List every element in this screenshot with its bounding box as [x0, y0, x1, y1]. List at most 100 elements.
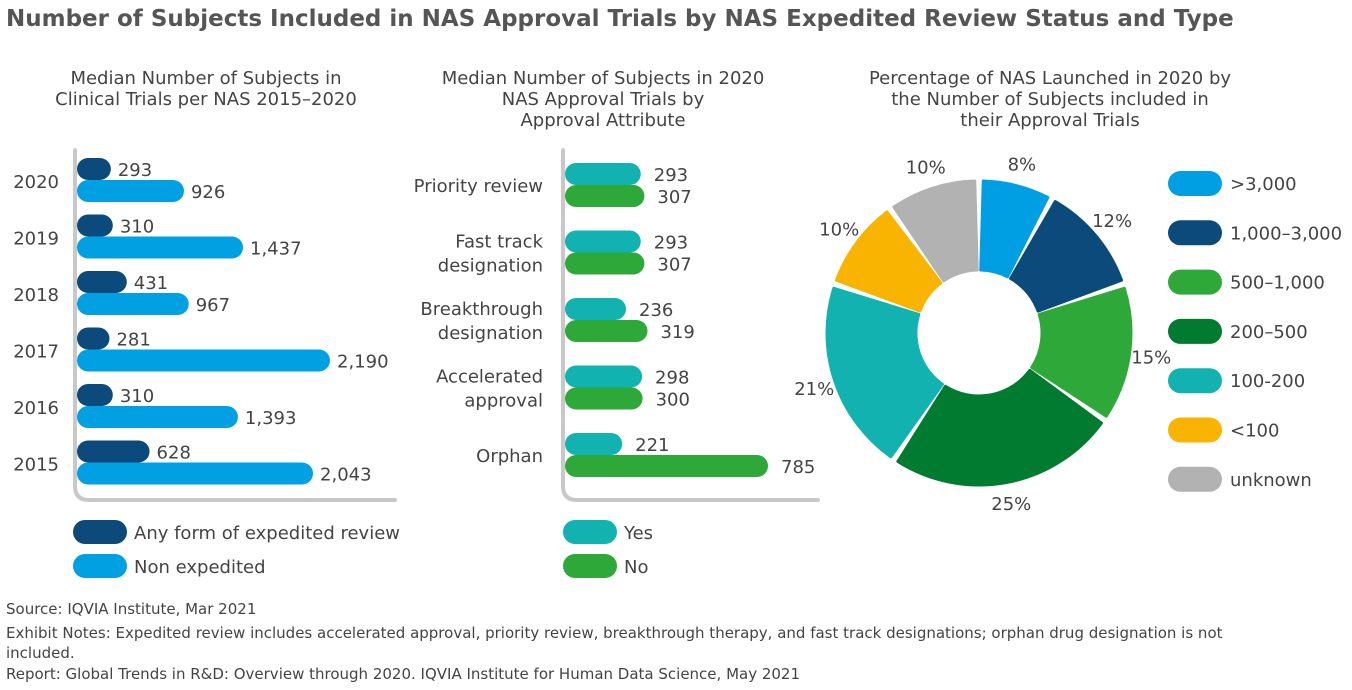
chart2-data-label: 319 [660, 322, 694, 343]
chart3-legend-swatch [1168, 318, 1222, 344]
chart1-bar [77, 349, 330, 372]
footer-source: Source: IQVIA Institute, Mar 2021 [6, 600, 257, 618]
chart2-category-label: Breakthrough [420, 299, 543, 320]
chart3-legend-label: unknown [1230, 470, 1312, 491]
chart2-category-label: Fast track [455, 232, 543, 253]
chart1-bar [77, 293, 189, 315]
chart1-category-label: 2015 [13, 455, 59, 476]
chart2-bar [565, 252, 645, 275]
chart3-legend-swatch [1168, 368, 1222, 394]
chart3-title-line-2: the Number of Subjects included in [891, 89, 1209, 110]
chart1-data-label: 281 [116, 330, 150, 351]
chart3-legend-label: 100-200 [1230, 371, 1305, 392]
charts-canvas: 2020 293 926 2019 310 1,437 2018 431 967 2017 281 2… [13, 148, 1342, 578]
chart2-legend-label: No [624, 557, 648, 578]
chart2-legend-swatch [563, 520, 617, 544]
chart1-category-label: 2020 [13, 172, 59, 193]
chart2-category-label: Accelerated [436, 367, 543, 388]
chart1-data-label: 310 [120, 386, 154, 407]
chart2-category-label: designation [438, 256, 543, 277]
chart1-data-label: 293 [118, 160, 152, 181]
chart2-data-label: 236 [639, 300, 673, 321]
chart1-data-label: 310 [120, 217, 154, 238]
chart2-title-line-2: NAS Approval Trials by [501, 89, 705, 110]
donut-slice-label: 12% [1092, 211, 1132, 232]
chart2-data-label: 221 [635, 435, 669, 456]
chart2-data-label: 293 [654, 165, 688, 186]
chart2-bar [565, 320, 648, 342]
chart1-bar [77, 180, 184, 202]
chart2-bar [565, 433, 623, 455]
chart2-category-label: designation [438, 323, 543, 344]
chart2-legend-label: Yes [623, 523, 653, 544]
donut-slice [979, 179, 1050, 279]
donut-slice [834, 210, 943, 313]
chart3-legend-label: 500–1,000 [1230, 273, 1325, 294]
footer-notes: Exhibit Notes: Expedited review includes… [6, 624, 1223, 642]
chart2-bar [565, 230, 641, 253]
chart3-title: Percentage of NAS Launched in 2020 by th… [825, 68, 1275, 131]
chart2-category-label: Priority review [414, 176, 543, 197]
chart1-legend-swatch [73, 554, 127, 578]
chart3-legend-swatch [1168, 417, 1222, 443]
donut-slice [825, 286, 944, 459]
chart1-bar [77, 327, 110, 350]
chart1-bar [77, 236, 244, 259]
donut-slice [892, 179, 979, 283]
chart1-category-label: 2016 [13, 398, 59, 419]
chart1-category-label: 2018 [13, 285, 59, 306]
chart1-title-line-2: Clinical Trials per NAS 2015–2020 [55, 89, 357, 110]
chart2-data-label: 307 [657, 255, 691, 276]
chart3-legend-label: <100 [1230, 421, 1279, 442]
footer-notes-continued: included. [6, 644, 75, 662]
chart1-bar [77, 384, 113, 406]
chart3-legend-swatch [1168, 220, 1222, 246]
donut-slice-label: 10% [906, 157, 946, 178]
chart2-data-label: 298 [655, 368, 689, 389]
chart1-bar [77, 440, 150, 463]
chart2-title-line-3: Approval Attribute [520, 110, 686, 131]
donut-slice [1030, 286, 1133, 418]
donut-slice [896, 368, 1103, 487]
chart1-data-label: 2,043 [320, 465, 372, 486]
donut-slice-label: 10% [819, 219, 859, 240]
chart2-bar [565, 185, 645, 207]
chart3-title-line-3: their Approval Trials [960, 110, 1140, 131]
chart3-title-line-1: Percentage of NAS Launched in 2020 by [868, 68, 1232, 89]
chart2-data-label: 293 [654, 233, 688, 254]
chart1-bar [77, 406, 238, 428]
chart3-legend-swatch [1168, 269, 1222, 295]
chart2-title: Median Number of Subjects in 2020 NAS Ap… [405, 68, 801, 131]
chart1-bar [77, 214, 113, 237]
chart2-bar [565, 365, 643, 388]
chart2-bar [565, 298, 627, 320]
chart2-data-label: 300 [656, 390, 690, 411]
chart2-title-line-1: Median Number of Subjects in 2020 [441, 68, 765, 89]
donut-slice-label: 15% [1131, 347, 1171, 368]
chart1-data-label: 628 [157, 443, 191, 464]
chart1-bar [77, 462, 314, 485]
chart1-data-label: 1,393 [245, 408, 297, 429]
chart2-data-label: 785 [781, 457, 815, 478]
chart3-legend-label: 200–500 [1230, 322, 1308, 343]
chart3-legend-label: >3,000 [1230, 174, 1297, 195]
chart2-bar [565, 163, 641, 185]
chart1-category-label: 2019 [13, 229, 59, 250]
chart2-category-label: approval [464, 391, 543, 412]
chart1-data-label: 1,437 [250, 239, 302, 260]
donut-slice-label: 8% [1008, 154, 1037, 175]
chart2-data-label: 307 [657, 187, 691, 208]
chart1-bar [77, 158, 111, 180]
chart1-data-label: 431 [134, 273, 168, 294]
chart2-axis [561, 148, 820, 502]
chart2-legend-swatch [563, 554, 617, 578]
donut-slice [1009, 200, 1124, 313]
chart2-bar [565, 387, 643, 410]
chart1-bar [77, 271, 127, 293]
chart3-legend-swatch [1168, 466, 1222, 492]
chart1-category-label: 2017 [13, 342, 59, 363]
chart1-axis [73, 148, 397, 502]
chart3-legend-swatch [1168, 171, 1222, 196]
chart1-legend-swatch [73, 520, 127, 544]
chart1-data-label: 926 [191, 182, 225, 203]
